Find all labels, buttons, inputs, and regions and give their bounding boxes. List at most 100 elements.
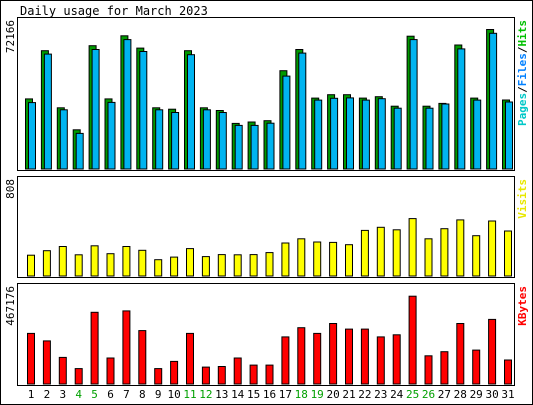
day-label-10: 10 [167, 388, 180, 401]
bar-kbytes-day-21 [345, 328, 353, 385]
bar-visits-day-28 [456, 219, 465, 277]
bar-kbytes-day-14 [233, 357, 242, 385]
bar-kbytes-day-27 [440, 351, 449, 385]
bar-kbytes-day-7 [122, 310, 131, 385]
bar-visits-day-8 [138, 249, 147, 277]
bar-files-day-29 [473, 99, 482, 170]
bar-files-day-22 [361, 99, 370, 170]
bar-files-day-3 [59, 109, 68, 170]
bar-kbytes-day-12 [201, 366, 210, 385]
bar-files-day-1 [28, 102, 36, 170]
bar-kbytes-day-25 [408, 295, 417, 385]
day-label-12: 12 [199, 388, 212, 401]
bar-kbytes-day-31 [504, 359, 512, 385]
bar-visits-day-18 [297, 238, 306, 277]
day-label-1: 1 [28, 388, 35, 401]
bar-visits-day-23 [376, 226, 385, 277]
bar-files-day-8 [139, 51, 148, 170]
day-label-5: 5 [91, 388, 98, 401]
day-label-18: 18 [295, 388, 308, 401]
bar-visits-day-1 [27, 254, 35, 277]
bar-files-day-25 [409, 39, 418, 170]
bar-kbytes-day-24 [392, 334, 401, 385]
bar-files-day-7 [123, 39, 132, 170]
day-label-2: 2 [44, 388, 51, 401]
bar-kbytes-day-1 [27, 332, 35, 385]
day-label-6: 6 [107, 388, 114, 401]
legend-entry: Visits [516, 179, 529, 219]
day-labels: 1 2 3 4 5 6 7 8 9 10 11 12 13 14 15 16 17 18 19 20 21 22 23 24 2… [28, 388, 515, 401]
panel-max-label: 467176 [4, 286, 17, 326]
legend-entry: Hits [516, 20, 529, 47]
panel-max-label: 808 [4, 179, 17, 199]
day-label-27: 27 [438, 388, 451, 401]
bar-kbytes-day-29 [472, 349, 481, 385]
panel-legend: KBytes [516, 286, 529, 326]
bar-visits-day-16 [265, 252, 274, 277]
bar-visits-day-12 [201, 256, 210, 277]
bar-kbytes-day-22 [360, 328, 369, 385]
bar-visits-day-20 [329, 241, 338, 277]
day-label-7: 7 [123, 388, 130, 401]
day-label-16: 16 [263, 388, 276, 401]
day-label-22: 22 [358, 388, 371, 401]
bar-files-day-6 [107, 101, 116, 170]
bar-visits-day-11 [186, 248, 194, 277]
bar-kbytes-day-13 [217, 366, 226, 385]
bar-visits-day-13 [217, 254, 226, 277]
bar-files-day-31 [505, 101, 513, 170]
panel-kbytes: 467176 KBytes [4, 283, 529, 386]
bar-visits-day-2 [42, 250, 51, 277]
day-label-28: 28 [454, 388, 467, 401]
bar-kbytes-day-9 [154, 368, 163, 385]
bar-visits-day-30 [488, 220, 497, 277]
bar-files-day-18 [298, 52, 307, 170]
bar-kbytes-day-3 [58, 356, 67, 385]
bar-kbytes-day-28 [456, 323, 465, 385]
bar-visits-day-26 [424, 238, 433, 277]
bar-files-day-15 [250, 124, 259, 170]
bar-kbytes-day-15 [249, 364, 258, 385]
bar-kbytes-day-20 [329, 323, 338, 385]
bar-visits-day-7 [122, 246, 131, 277]
legend-entry: / [516, 86, 529, 93]
bar-files-day-16 [266, 122, 275, 170]
day-label-3: 3 [59, 388, 66, 401]
bar-files-day-14 [234, 124, 243, 170]
day-label-24: 24 [390, 388, 404, 401]
bar-visits-day-5 [90, 245, 99, 277]
bar-kbytes-day-16 [265, 364, 274, 385]
bar-files-day-4 [75, 132, 84, 170]
bar-files-day-17 [282, 75, 291, 170]
bar-kbytes-day-2 [42, 340, 51, 385]
bar-kbytes-day-4 [74, 368, 83, 385]
bar-files-day-28 [457, 48, 466, 170]
panel-visits: 808 Visits [4, 176, 529, 278]
legend-entry: / [516, 46, 529, 53]
day-label-15: 15 [247, 388, 260, 401]
day-label-9: 9 [155, 388, 162, 401]
bar-visits-day-17 [281, 242, 290, 277]
panel-legend: Visits [516, 179, 529, 219]
panel-legend: Pages/Files/Hits [516, 20, 529, 126]
bar-visits-day-9 [154, 259, 163, 277]
bar-files-day-30 [489, 32, 498, 170]
legend-entry: Files [516, 53, 529, 86]
day-label-8: 8 [139, 388, 146, 401]
day-label-4: 4 [75, 388, 82, 401]
bar-kbytes-day-18 [297, 327, 306, 385]
bar-kbytes-day-5 [90, 311, 99, 385]
day-label-29: 29 [470, 388, 483, 401]
bar-visits-day-4 [74, 254, 83, 277]
day-label-13: 13 [215, 388, 228, 401]
bar-files-day-13 [218, 112, 227, 170]
bar-kbytes-day-8 [138, 330, 147, 385]
bar-kbytes-day-30 [488, 318, 497, 385]
bar-visits-day-25 [408, 218, 417, 277]
bar-visits-day-19 [313, 241, 322, 277]
bar-visits-day-29 [472, 235, 481, 277]
day-label-20: 20 [326, 388, 339, 401]
